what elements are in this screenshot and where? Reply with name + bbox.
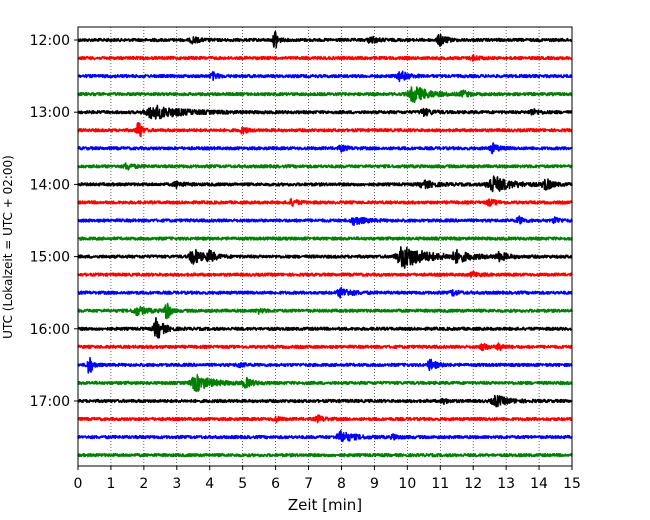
x-tick-label: 12 (464, 476, 482, 492)
trace-row (77, 246, 573, 269)
plot-frame (77, 26, 573, 467)
x-tick-label: 8 (337, 476, 346, 492)
y-tick-label: 13:00 (30, 105, 70, 121)
trace-row (77, 429, 573, 443)
x-tick-label: 1 (106, 476, 115, 492)
x-tick-label: 5 (238, 476, 247, 492)
x-tick-label: 9 (370, 476, 379, 492)
trace-row (77, 53, 573, 62)
trace-row (77, 342, 573, 352)
x-tick-label: 15 (563, 476, 581, 492)
trace-row (77, 215, 573, 227)
trace-row (77, 270, 573, 278)
x-tick-label: 6 (271, 476, 280, 492)
y-axis-ticks: 12:00 13:00 14:00 15:00 16:00 17:00 (30, 33, 78, 410)
trace-row (77, 86, 573, 104)
trace-row (77, 356, 573, 374)
trace-row (77, 162, 573, 171)
y-tick-label: 12:00 (30, 33, 70, 49)
y-tick-label: 16:00 (30, 322, 70, 338)
trace-row (77, 175, 573, 193)
x-axis-ticks: 0 1 2 3 4 5 6 7 8 9 10 11 12 13 14 15 (74, 466, 581, 492)
x-tick-label: 14 (530, 476, 548, 492)
x-axis-label: Zeit [min] (288, 496, 362, 514)
x-tick-label: 7 (304, 476, 313, 492)
trace-rows (77, 30, 573, 458)
trace-row (77, 302, 573, 320)
trace-row (77, 197, 573, 207)
grid-lines (110, 27, 540, 466)
y-tick-label: 15:00 (30, 250, 70, 266)
x-tick-label: 3 (172, 476, 181, 492)
trace-row (77, 70, 573, 83)
x-tick-label: 4 (205, 476, 214, 492)
trace-row (77, 30, 573, 49)
x-tick-label: 11 (431, 476, 449, 492)
trace-row (77, 286, 573, 299)
trace-row (77, 452, 573, 458)
trace-row (77, 414, 573, 424)
x-tick-label: 13 (497, 476, 515, 492)
trace-row (77, 394, 573, 408)
y-tick-label: 14:00 (30, 177, 70, 193)
y-axis-label: UTC (Lokalzeit = UTC + 02:00) (1, 155, 15, 339)
trace-row (77, 236, 573, 241)
y-tick-label: 17:00 (30, 394, 70, 410)
trace-row (77, 142, 573, 155)
plot-background (78, 27, 572, 466)
x-tick-label: 0 (74, 476, 83, 492)
trace-row (77, 374, 573, 392)
trace-row (77, 121, 573, 138)
x-tick-label: 10 (398, 476, 416, 492)
trace-row (77, 104, 573, 120)
x-tick-label: 2 (139, 476, 148, 492)
trace-row (77, 316, 573, 339)
